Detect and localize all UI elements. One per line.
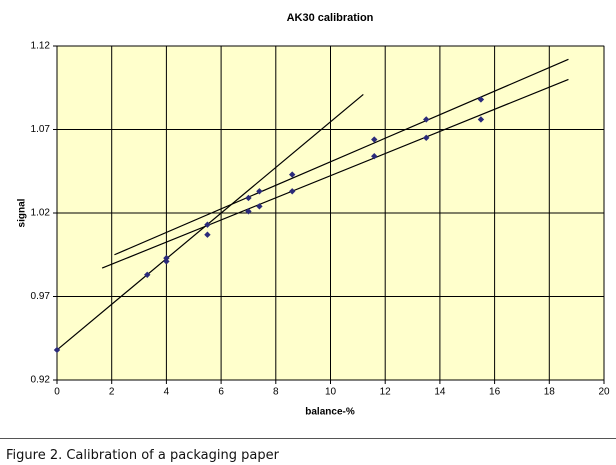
point <box>256 203 263 210</box>
point <box>245 208 252 215</box>
chart: AK30 calibration balance-% signal 0.92 0.… <box>17 12 610 418</box>
y-tick-label: 1.07 <box>31 124 51 135</box>
point <box>371 153 378 160</box>
point <box>289 171 296 178</box>
x-tick-label: 16 <box>489 387 501 398</box>
x-tick-label: 6 <box>218 387 224 398</box>
x-tick-label: 10 <box>325 387 337 398</box>
x-tick-label: 4 <box>164 387 170 398</box>
y-tick-label: 1.02 <box>31 208 51 219</box>
point <box>371 136 378 143</box>
point <box>245 194 252 202</box>
point <box>423 116 430 123</box>
point <box>53 346 61 354</box>
x-axis-label: balance-% <box>305 407 355 418</box>
x-tick-label: 8 <box>273 387 279 398</box>
point <box>144 271 151 278</box>
point <box>477 116 485 123</box>
x-tick-label: 2 <box>109 387 115 398</box>
trend-line <box>114 58 569 256</box>
point <box>163 258 170 265</box>
point <box>256 188 263 195</box>
point <box>289 188 296 195</box>
trend-line <box>101 78 569 269</box>
point <box>204 231 211 238</box>
chart-title: AK30 calibration <box>287 12 374 24</box>
x-tick-label: 18 <box>544 387 556 398</box>
separator <box>0 438 616 439</box>
x-tick-label: 14 <box>434 387 446 398</box>
x-tick-label: 20 <box>598 387 610 398</box>
y-axis-label: signal <box>17 198 28 227</box>
y-tick-label: 1.12 <box>31 41 51 52</box>
x-tick-label: 12 <box>380 387 392 398</box>
trend-line <box>56 93 364 351</box>
point <box>477 96 485 103</box>
y-tick-label: 0.92 <box>31 375 51 386</box>
caption: Figure 2. Calibration of a packaging pap… <box>6 448 279 463</box>
point <box>423 134 430 142</box>
point <box>204 221 211 228</box>
x-tick-label: 0 <box>54 387 60 398</box>
y-tick-label: 0.97 <box>31 291 51 302</box>
point <box>163 254 170 262</box>
